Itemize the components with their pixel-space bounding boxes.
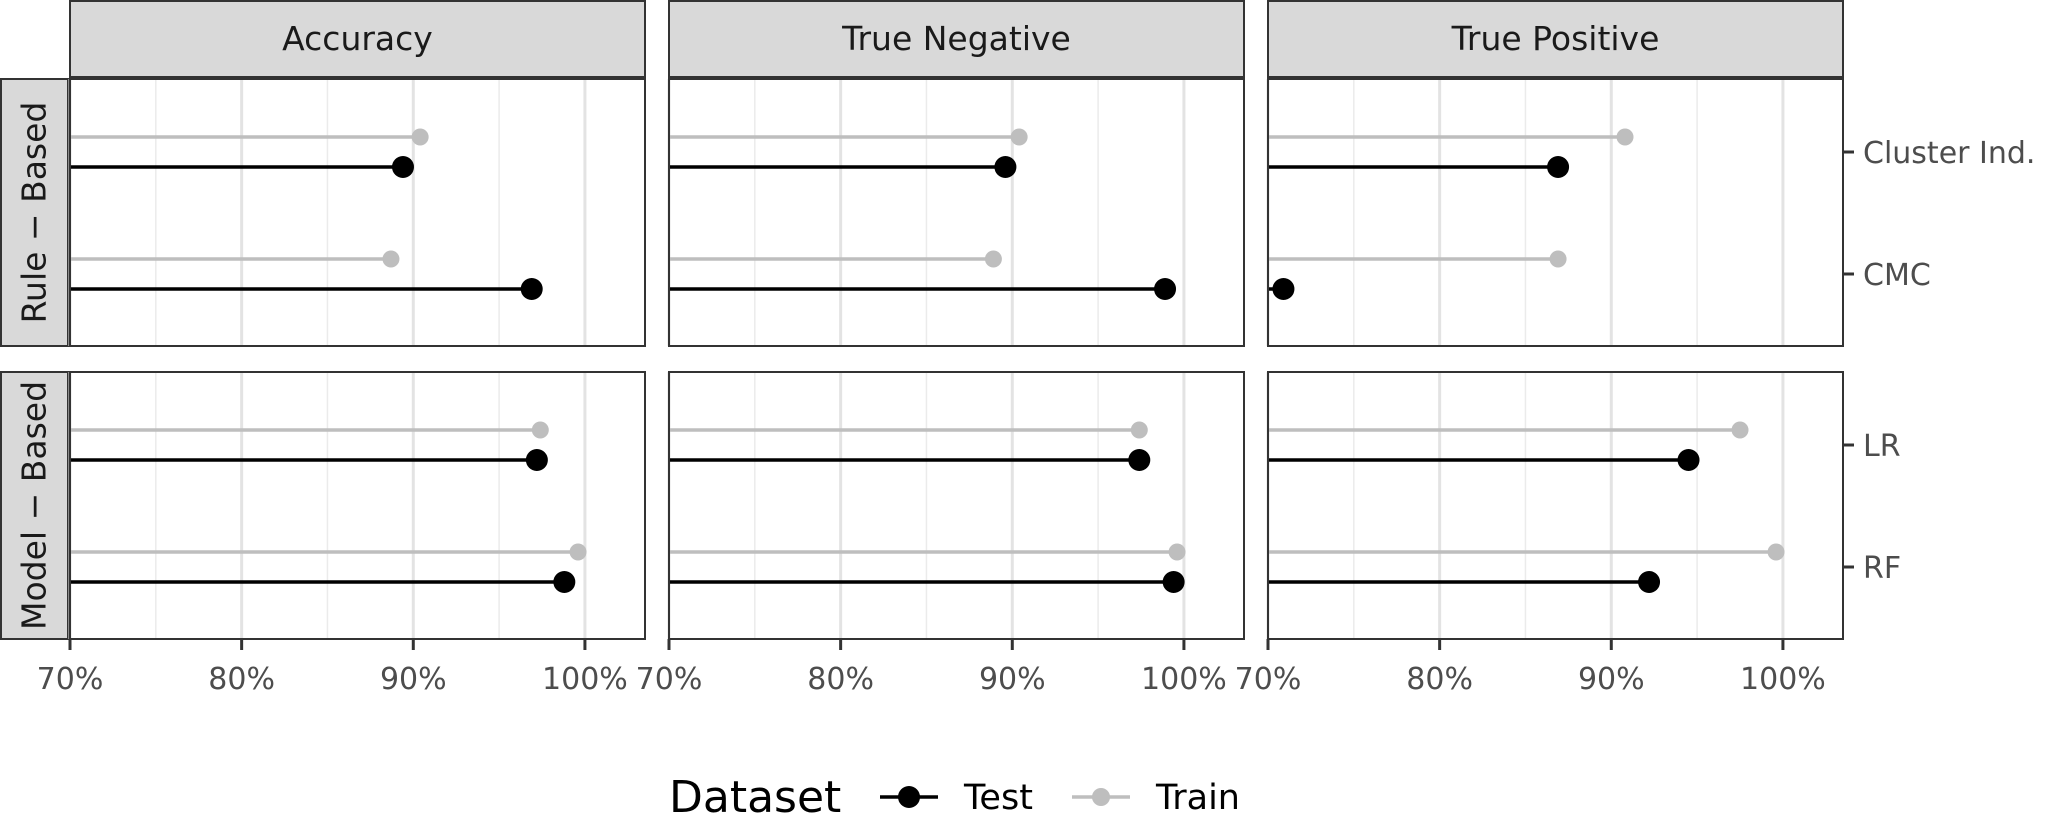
- panel-rule-based-true-negative: [667, 78, 1245, 347]
- point-train-cluster-ind: [1010, 128, 1028, 146]
- panel-border: [668, 78, 1245, 347]
- point-train-cluster-ind: [1616, 128, 1634, 146]
- point-train-rf: [1767, 543, 1785, 561]
- row-strip-rule-based: [0, 78, 69, 347]
- panel-rule-based-accuracy: [68, 78, 646, 347]
- x-tick-label-90: 90%: [1578, 662, 1645, 697]
- point-train-cluster-ind: [411, 128, 429, 146]
- point-train-lr: [1130, 421, 1148, 439]
- panel-background: [70, 79, 645, 346]
- x-tick-label-70: 70%: [37, 662, 104, 697]
- row-strip-label-model-based: Model − Based: [15, 381, 54, 630]
- panel-background: [70, 372, 645, 639]
- panel-model-based-true-negative: [667, 371, 1245, 640]
- point-train-cmc: [382, 250, 400, 268]
- x-tick-label-100: 100%: [1740, 662, 1826, 697]
- panel-model-based-accuracy: [68, 371, 646, 640]
- point-train-rf: [569, 543, 587, 561]
- panel-background: [1268, 79, 1843, 346]
- panel-border: [69, 78, 646, 347]
- panel-background: [669, 79, 1244, 346]
- facet-strip-label-true-positive: True Positive: [1451, 19, 1660, 58]
- point-test-cluster-ind: [391, 156, 414, 178]
- facet-strip-label-accuracy: Accuracy: [282, 19, 433, 58]
- x-tick-label-70: 70%: [1235, 662, 1302, 697]
- legend: Dataset Test Train: [669, 772, 1240, 813]
- legend-label-train: Train: [1155, 778, 1240, 813]
- point-test-cluster-ind: [1547, 156, 1570, 178]
- panel-border: [668, 371, 1245, 640]
- y-tick-label-cmc: CMC: [1863, 258, 1931, 293]
- facet-strip-true-positive: [1267, 0, 1844, 78]
- point-train-rf: [1168, 543, 1186, 561]
- panel-background: [669, 372, 1244, 639]
- legend-label-test: Test: [963, 778, 1033, 813]
- x-tick-label-70: 70%: [636, 662, 703, 697]
- facet-strip-accuracy: [69, 0, 646, 78]
- facet-strip-label-true-negative: True Negative: [841, 19, 1071, 58]
- point-test-cmc: [1272, 278, 1295, 300]
- panel-border: [1267, 78, 1844, 347]
- point-test-cluster-ind: [994, 156, 1017, 178]
- panel-model-based-true-positive: [1266, 371, 1844, 640]
- x-tick-label-80: 80%: [1406, 662, 1473, 697]
- point-test-rf: [1162, 571, 1185, 593]
- point-test-lr: [1677, 449, 1700, 471]
- point-test-lr: [525, 449, 548, 471]
- y-tick-label-lr: LR: [1863, 429, 1901, 464]
- facet-strip-true-negative: [668, 0, 1245, 78]
- legend-title: Dataset: [669, 772, 841, 813]
- row-strip-model-based: [0, 371, 69, 640]
- y-tick-label-cluster-ind: Cluster Ind.: [1863, 136, 2035, 171]
- point-train-lr: [1731, 421, 1749, 439]
- point-test-cmc: [1154, 278, 1177, 300]
- point-test-rf: [1638, 571, 1661, 593]
- x-tick-label-100: 100%: [542, 662, 628, 697]
- legend-key-point-test: [898, 786, 920, 808]
- point-test-rf: [553, 571, 576, 593]
- legend-key-point-train: [1092, 788, 1110, 806]
- point-train-cmc: [1549, 250, 1567, 268]
- x-tick-label-90: 90%: [979, 662, 1046, 697]
- x-tick-label-100: 100%: [1141, 662, 1227, 697]
- panel-border: [1267, 371, 1844, 640]
- point-train-lr: [531, 421, 549, 439]
- panel-rule-based-true-positive: [1266, 78, 1844, 347]
- row-strip-label-rule-based: Rule − Based: [15, 102, 54, 324]
- y-tick-label-rf: RF: [1863, 551, 1901, 586]
- panel-border: [69, 371, 646, 640]
- point-test-lr: [1128, 449, 1151, 471]
- panel-background: [1268, 372, 1843, 639]
- x-tick-label-90: 90%: [380, 662, 447, 697]
- point-train-cmc: [984, 250, 1002, 268]
- x-tick-label-80: 80%: [208, 662, 275, 697]
- point-test-cmc: [520, 278, 543, 300]
- x-tick-label-80: 80%: [807, 662, 874, 697]
